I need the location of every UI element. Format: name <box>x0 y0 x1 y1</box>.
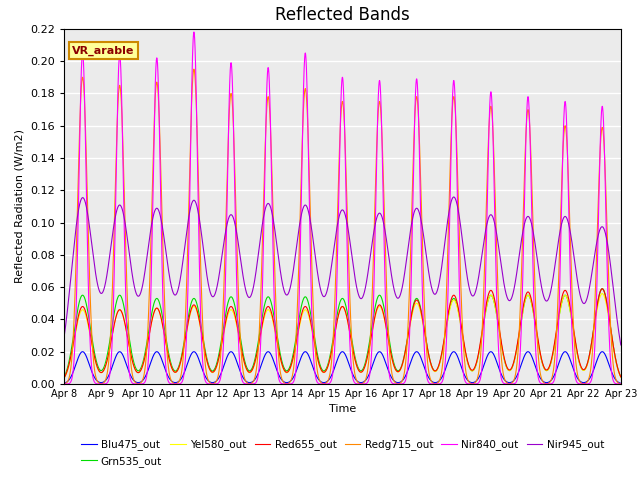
Nir945_out <box>179 257 187 263</box>
Line: Yel580_out: Yel580_out <box>64 294 621 378</box>
Nir840_out <box>190 29 198 35</box>
Y-axis label: Reflected Radiation (W/m2): Reflected Radiation (W/m2) <box>15 130 24 283</box>
Grn535_out <box>617 374 625 380</box>
Yel580_out <box>173 368 181 374</box>
Title: Reflected Bands: Reflected Bands <box>275 6 410 24</box>
Nir840_out <box>617 381 625 387</box>
Blu475_out <box>179 372 187 378</box>
Yel580_out <box>419 323 427 328</box>
Nir945_out <box>450 194 458 200</box>
Text: VR_arable: VR_arable <box>72 46 135 56</box>
Nir945_out <box>173 289 181 295</box>
Grn535_out <box>269 305 276 311</box>
Redg715_out <box>617 381 625 387</box>
Yel580_out <box>179 348 187 354</box>
Red655_out <box>173 368 181 374</box>
Line: Grn535_out: Grn535_out <box>64 289 621 377</box>
Nir945_out <box>499 271 506 276</box>
Nir840_out <box>269 221 276 227</box>
Nir840_out <box>173 381 181 387</box>
Grn535_out <box>598 286 606 292</box>
Nir840_out <box>179 376 187 382</box>
Nir945_out <box>60 335 68 341</box>
Nir945_out <box>269 212 276 218</box>
Blu475_out <box>615 380 623 385</box>
Blu475_out <box>173 379 181 385</box>
Yel580_out <box>269 316 276 322</box>
Nir840_out <box>615 381 623 387</box>
Grn535_out <box>60 374 68 380</box>
Grn535_out <box>179 345 187 351</box>
Red655_out <box>617 374 625 380</box>
Blu475_out <box>617 381 625 386</box>
Grn535_out <box>419 319 427 325</box>
Red655_out <box>179 348 187 354</box>
Yel580_out <box>499 347 506 353</box>
Blu475_out <box>79 349 86 355</box>
Yel580_out <box>615 370 623 375</box>
Red655_out <box>419 320 427 326</box>
Redg715_out <box>269 189 276 195</box>
Yel580_out <box>60 375 68 381</box>
Redg715_out <box>179 356 187 361</box>
Redg715_out <box>499 365 506 371</box>
Grn535_out <box>173 367 181 372</box>
Red655_out <box>615 369 623 375</box>
Redg715_out <box>173 380 181 386</box>
Nir945_out <box>419 230 427 236</box>
Nir840_out <box>419 320 427 326</box>
Redg715_out <box>615 381 623 386</box>
Redg715_out <box>190 66 198 72</box>
Blu475_out <box>60 381 68 386</box>
Legend: Blu475_out, Grn535_out, Yel580_out, Red655_out, Redg715_out, Nir840_out, Nir945_: Blu475_out, Grn535_out, Yel580_out, Red6… <box>77 435 608 471</box>
Redg715_out <box>60 381 68 387</box>
Nir840_out <box>499 379 506 384</box>
Nir945_out <box>617 342 625 348</box>
Blu475_out <box>419 361 427 367</box>
X-axis label: Time: Time <box>329 405 356 414</box>
Blu475_out <box>269 355 276 360</box>
Grn535_out <box>615 369 623 375</box>
Yel580_out <box>598 291 606 297</box>
Red655_out <box>499 345 506 351</box>
Yel580_out <box>617 374 625 380</box>
Line: Nir840_out: Nir840_out <box>64 32 621 384</box>
Blu475_out <box>499 374 506 380</box>
Nir840_out <box>60 381 68 387</box>
Red655_out <box>598 286 606 292</box>
Line: Nir945_out: Nir945_out <box>64 197 621 345</box>
Line: Red655_out: Red655_out <box>64 289 621 378</box>
Line: Redg715_out: Redg715_out <box>64 69 621 384</box>
Red655_out <box>269 313 276 319</box>
Redg715_out <box>419 270 427 276</box>
Line: Blu475_out: Blu475_out <box>64 352 621 384</box>
Grn535_out <box>499 347 506 353</box>
Red655_out <box>60 375 68 381</box>
Nir945_out <box>615 330 623 336</box>
